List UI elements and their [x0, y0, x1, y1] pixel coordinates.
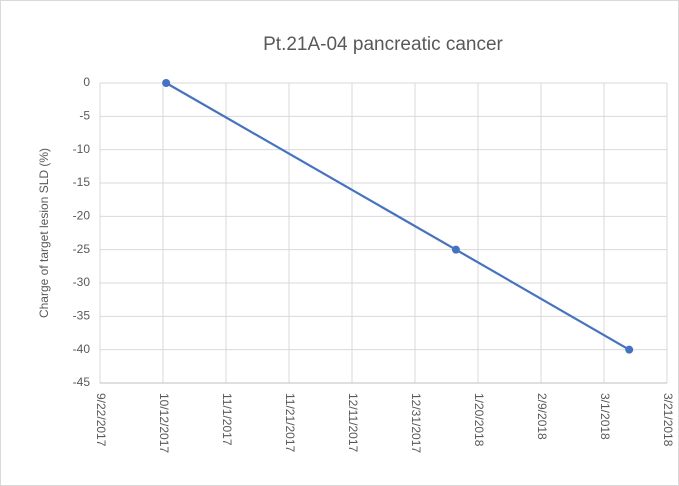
y-tick-label: -20: [73, 209, 91, 223]
y-tick-label: -30: [73, 275, 91, 289]
x-tick-label: 12/31/2017: [409, 393, 423, 453]
x-tick-label: 12/11/2017: [346, 393, 360, 452]
chart-title: Pt.21A-04 pancreatic cancer: [263, 34, 503, 55]
point: [162, 79, 171, 87]
x-tick-label: 3/21/2018: [661, 393, 675, 447]
x-tick-label: 11/21/2017: [283, 393, 297, 452]
y-tick-label: -10: [73, 142, 91, 156]
y-tick-label: 0: [83, 75, 90, 89]
y-tick-label: -15: [73, 175, 91, 189]
point: [625, 345, 634, 354]
y-tick-label: -45: [73, 375, 91, 389]
x-tick-label: 3/1/2018: [598, 393, 612, 440]
point: [451, 245, 460, 254]
y-tick-label: -5: [79, 109, 90, 123]
x-tick-label: 1/20/2018: [472, 393, 486, 447]
x-tick-label: 2/9/2018: [535, 393, 549, 440]
y-tick-label: -25: [73, 242, 91, 256]
x-tick-label: 9/22/2017: [94, 393, 108, 447]
x-tick-label: 11/1/2017: [220, 393, 234, 446]
x-tick-label: 10/12/2017: [157, 393, 171, 453]
y-tick-label: -40: [73, 342, 91, 356]
y-axis-label: Charge of target lesion SLD (%): [37, 148, 51, 318]
y-tick-label: -35: [73, 309, 91, 323]
